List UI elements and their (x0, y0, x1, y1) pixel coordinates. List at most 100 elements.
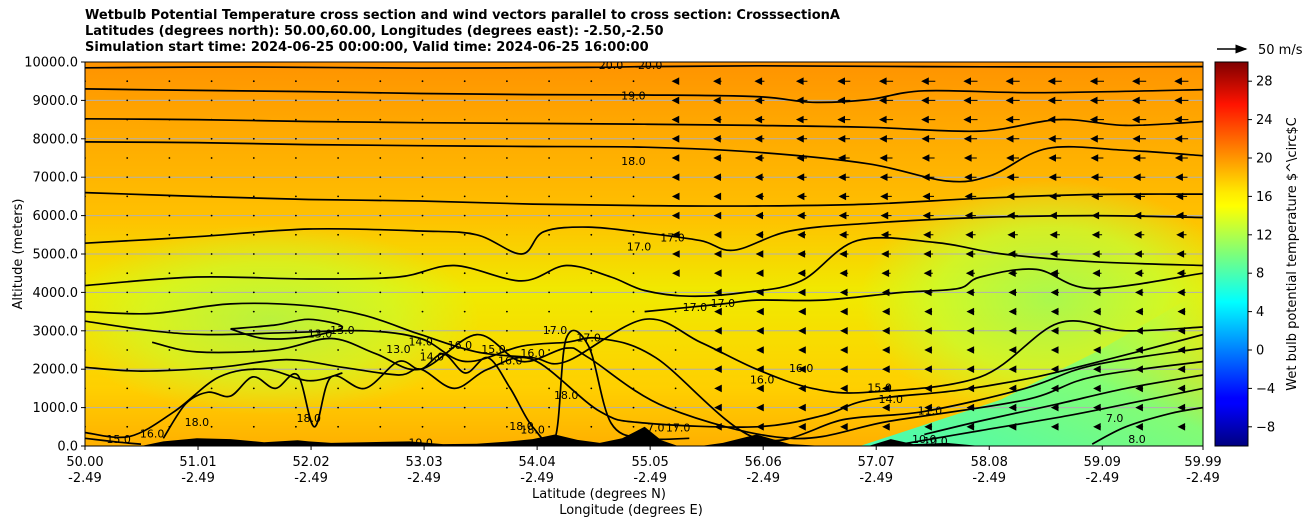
wind-vector (379, 291, 382, 294)
wind-vector (1135, 307, 1144, 316)
wind-vector (295, 310, 297, 313)
wind-vector (840, 422, 848, 431)
wind-vector (506, 425, 508, 428)
y-tick-label: 9000.0 (33, 94, 79, 109)
wind-vector (1005, 96, 1020, 105)
wind-vector (590, 80, 593, 83)
wind-vector (1177, 365, 1186, 374)
wind-vector (548, 329, 550, 332)
cool-region-left (85, 225, 480, 415)
wind-vector (882, 403, 890, 412)
wind-vector (878, 96, 894, 105)
wind-vector (421, 272, 424, 275)
wind-vector (590, 406, 593, 409)
wind-vector (590, 329, 593, 332)
wind-vector (1091, 211, 1103, 220)
wind-vector (1132, 96, 1147, 105)
wind-vector (923, 288, 933, 297)
wind-vector (295, 253, 297, 255)
wind-vector (463, 310, 466, 313)
wind-vector (674, 387, 677, 390)
contour-line-16 (644, 268, 1203, 313)
wind-vector (210, 387, 213, 390)
wind-vector (1090, 134, 1104, 143)
wind-vector (168, 137, 171, 140)
wind-vector (421, 195, 424, 198)
wind-vector (1091, 192, 1103, 201)
wind-vector (252, 425, 255, 428)
wind-vector (1133, 173, 1146, 182)
wind-vector (295, 176, 297, 179)
wind-vector (506, 387, 508, 390)
wind-vector (337, 80, 339, 83)
wind-vector (421, 406, 424, 409)
contour-label: 17.0 (576, 332, 601, 345)
colorbar-tick-label: 0 (1256, 344, 1264, 359)
wind-vector (1050, 422, 1059, 431)
wind-vector (713, 96, 722, 105)
wind-vector (379, 253, 382, 255)
wind-vector (295, 233, 297, 236)
x-tick-label-lat: 51.01 (179, 455, 216, 470)
contour-line-18 (162, 329, 690, 445)
contour-label: 18.0 (509, 420, 534, 433)
wind-vector (252, 80, 255, 83)
contour-label: 16.0 (520, 347, 545, 360)
wind-vector (548, 425, 550, 428)
wind-vector (1135, 403, 1144, 412)
wind-vectors (85, 77, 1189, 431)
wind-vector (421, 157, 424, 159)
wind-vector (754, 154, 765, 162)
wind-vector (210, 118, 213, 121)
wind-vector (295, 137, 297, 140)
wind-vector (713, 192, 722, 201)
wind-vector (295, 387, 297, 390)
wind-vector (1047, 96, 1062, 105)
wind-vector (963, 77, 978, 86)
wind-vector (168, 253, 171, 255)
wind-vector (674, 310, 677, 313)
wind-vector (252, 349, 255, 351)
wind-vector (965, 250, 976, 258)
wind-vector (798, 307, 806, 316)
wind-vector (421, 99, 424, 102)
wind-vector (632, 329, 635, 332)
contour-label: 14.0 (420, 351, 445, 364)
wind-vector (1134, 250, 1144, 258)
wind-vector (506, 272, 508, 275)
contour-label: 14.0 (879, 393, 904, 406)
wind-vector (252, 368, 255, 371)
wind-vector (924, 403, 933, 412)
wind-vector (1008, 346, 1017, 354)
wind-vector (548, 80, 550, 83)
wind-vector (882, 307, 890, 316)
colorbar-tick-label: 20 (1256, 152, 1273, 167)
wind-vector (632, 99, 635, 102)
wind-vector (295, 157, 297, 159)
wind-vector (1047, 77, 1062, 86)
wind-vector (754, 134, 765, 143)
contour-line-14 (85, 320, 1203, 442)
wind-vector (463, 329, 466, 332)
wind-vector (1132, 154, 1146, 162)
wind-vector (1174, 115, 1189, 124)
wind-vector (964, 192, 977, 201)
wind-vector (548, 272, 550, 275)
wind-vector (881, 250, 891, 258)
wind-vector (1093, 384, 1101, 393)
wind-vector (632, 176, 635, 179)
wind-vector (210, 368, 213, 371)
wind-vector (210, 425, 213, 428)
wind-vector (921, 134, 935, 143)
quiver-key: 50 m/s (1217, 43, 1303, 58)
wind-vector (798, 422, 806, 431)
wind-vector (1093, 307, 1101, 316)
wind-vector (754, 173, 764, 182)
wind-vector (295, 214, 297, 217)
wind-vector (463, 118, 466, 121)
wind-vector (295, 329, 297, 332)
wind-vector (252, 310, 255, 313)
wind-vector (210, 137, 213, 140)
wind-vector (1174, 134, 1189, 143)
